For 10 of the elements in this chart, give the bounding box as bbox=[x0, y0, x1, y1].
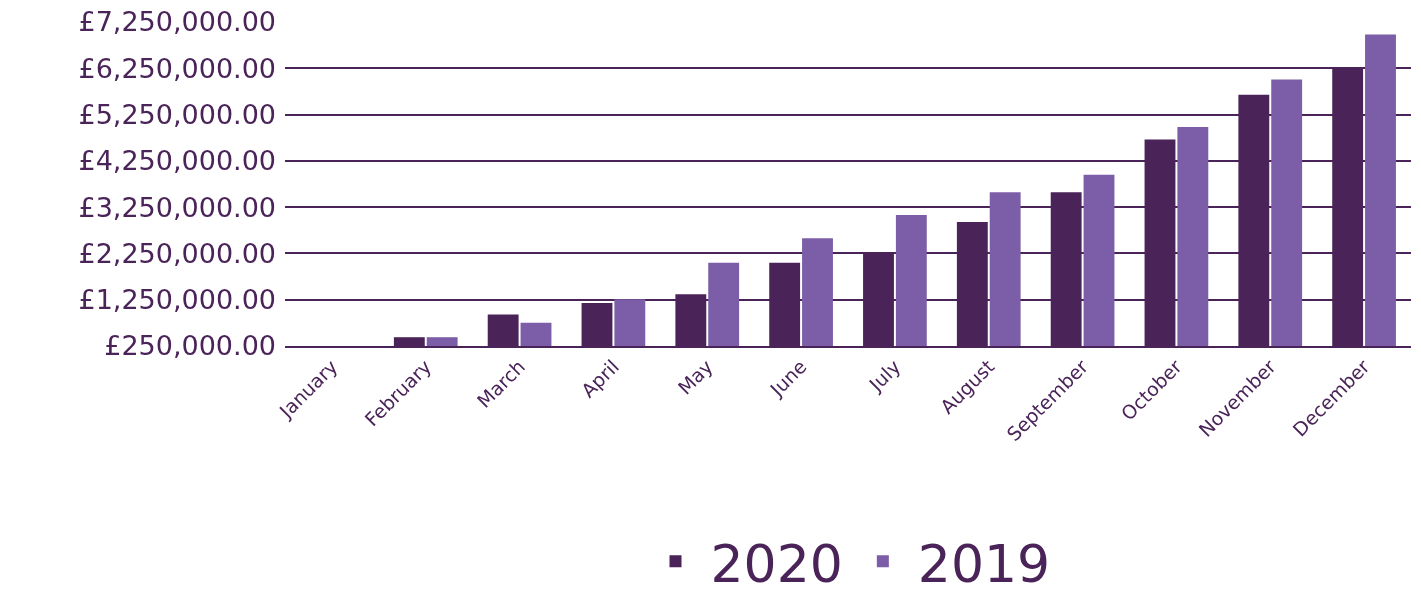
y-tick-label: £2,250,000.00 bbox=[78, 237, 276, 269]
y-tick-label: £5,250,000.00 bbox=[78, 99, 276, 131]
y-tick-label: £1,250,000.00 bbox=[78, 284, 276, 316]
y-tick-label: £4,250,000.00 bbox=[78, 145, 276, 177]
legend-label: 2020 bbox=[710, 533, 843, 594]
y-tick-label: £3,250,000.00 bbox=[78, 191, 276, 223]
legend-label: 2019 bbox=[917, 533, 1051, 594]
y-tick-label: £6,250,000.00 bbox=[78, 52, 276, 84]
y-tick-label: £250,000.00 bbox=[104, 330, 276, 362]
y-tick-label: £7,250,000.00 bbox=[78, 6, 276, 38]
